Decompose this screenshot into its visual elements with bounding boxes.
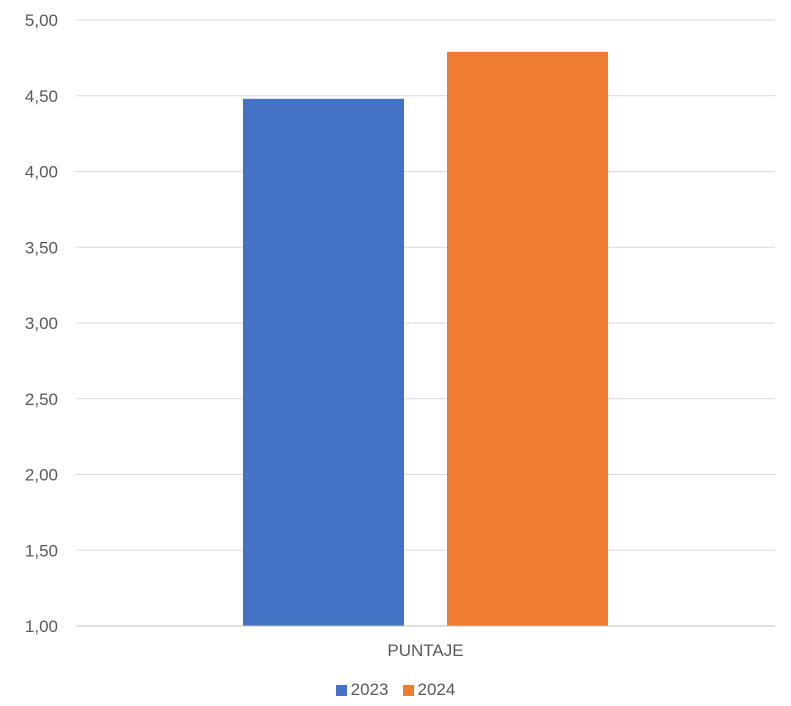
legend-swatch-2023 xyxy=(335,684,347,696)
legend: 2023 2024 xyxy=(0,680,791,700)
legend-item-2024: 2024 xyxy=(402,680,456,700)
bar-2024 xyxy=(447,51,608,626)
bar-2023 xyxy=(243,98,404,626)
legend-label-2023: 2023 xyxy=(350,680,389,699)
y-tick-label: 4,50 xyxy=(25,87,58,106)
tick-labels: 1,00 1,50 2,00 2,50 3,00 3,50 4,00 4,50 5,00 PUNT… xyxy=(25,11,464,660)
y-tick-label: 2,50 xyxy=(25,390,58,409)
gridlines xyxy=(76,19,775,551)
y-tick-label: 3,50 xyxy=(25,238,58,257)
x-tick-label: PUNTAJE xyxy=(387,641,463,660)
y-tick-label: 3,00 xyxy=(25,314,58,333)
legend-item-2023: 2023 xyxy=(335,680,389,700)
y-tick-label: 2,00 xyxy=(25,466,58,485)
y-tick-label: 4,00 xyxy=(25,163,58,182)
y-tick-label: 1,00 xyxy=(25,617,58,636)
y-tick-label: 5,00 xyxy=(25,11,58,30)
legend-label-2024: 2024 xyxy=(417,680,456,699)
y-tick-label: 1,50 xyxy=(25,541,58,560)
bars xyxy=(243,51,608,626)
legend-swatch-2024 xyxy=(402,684,414,696)
